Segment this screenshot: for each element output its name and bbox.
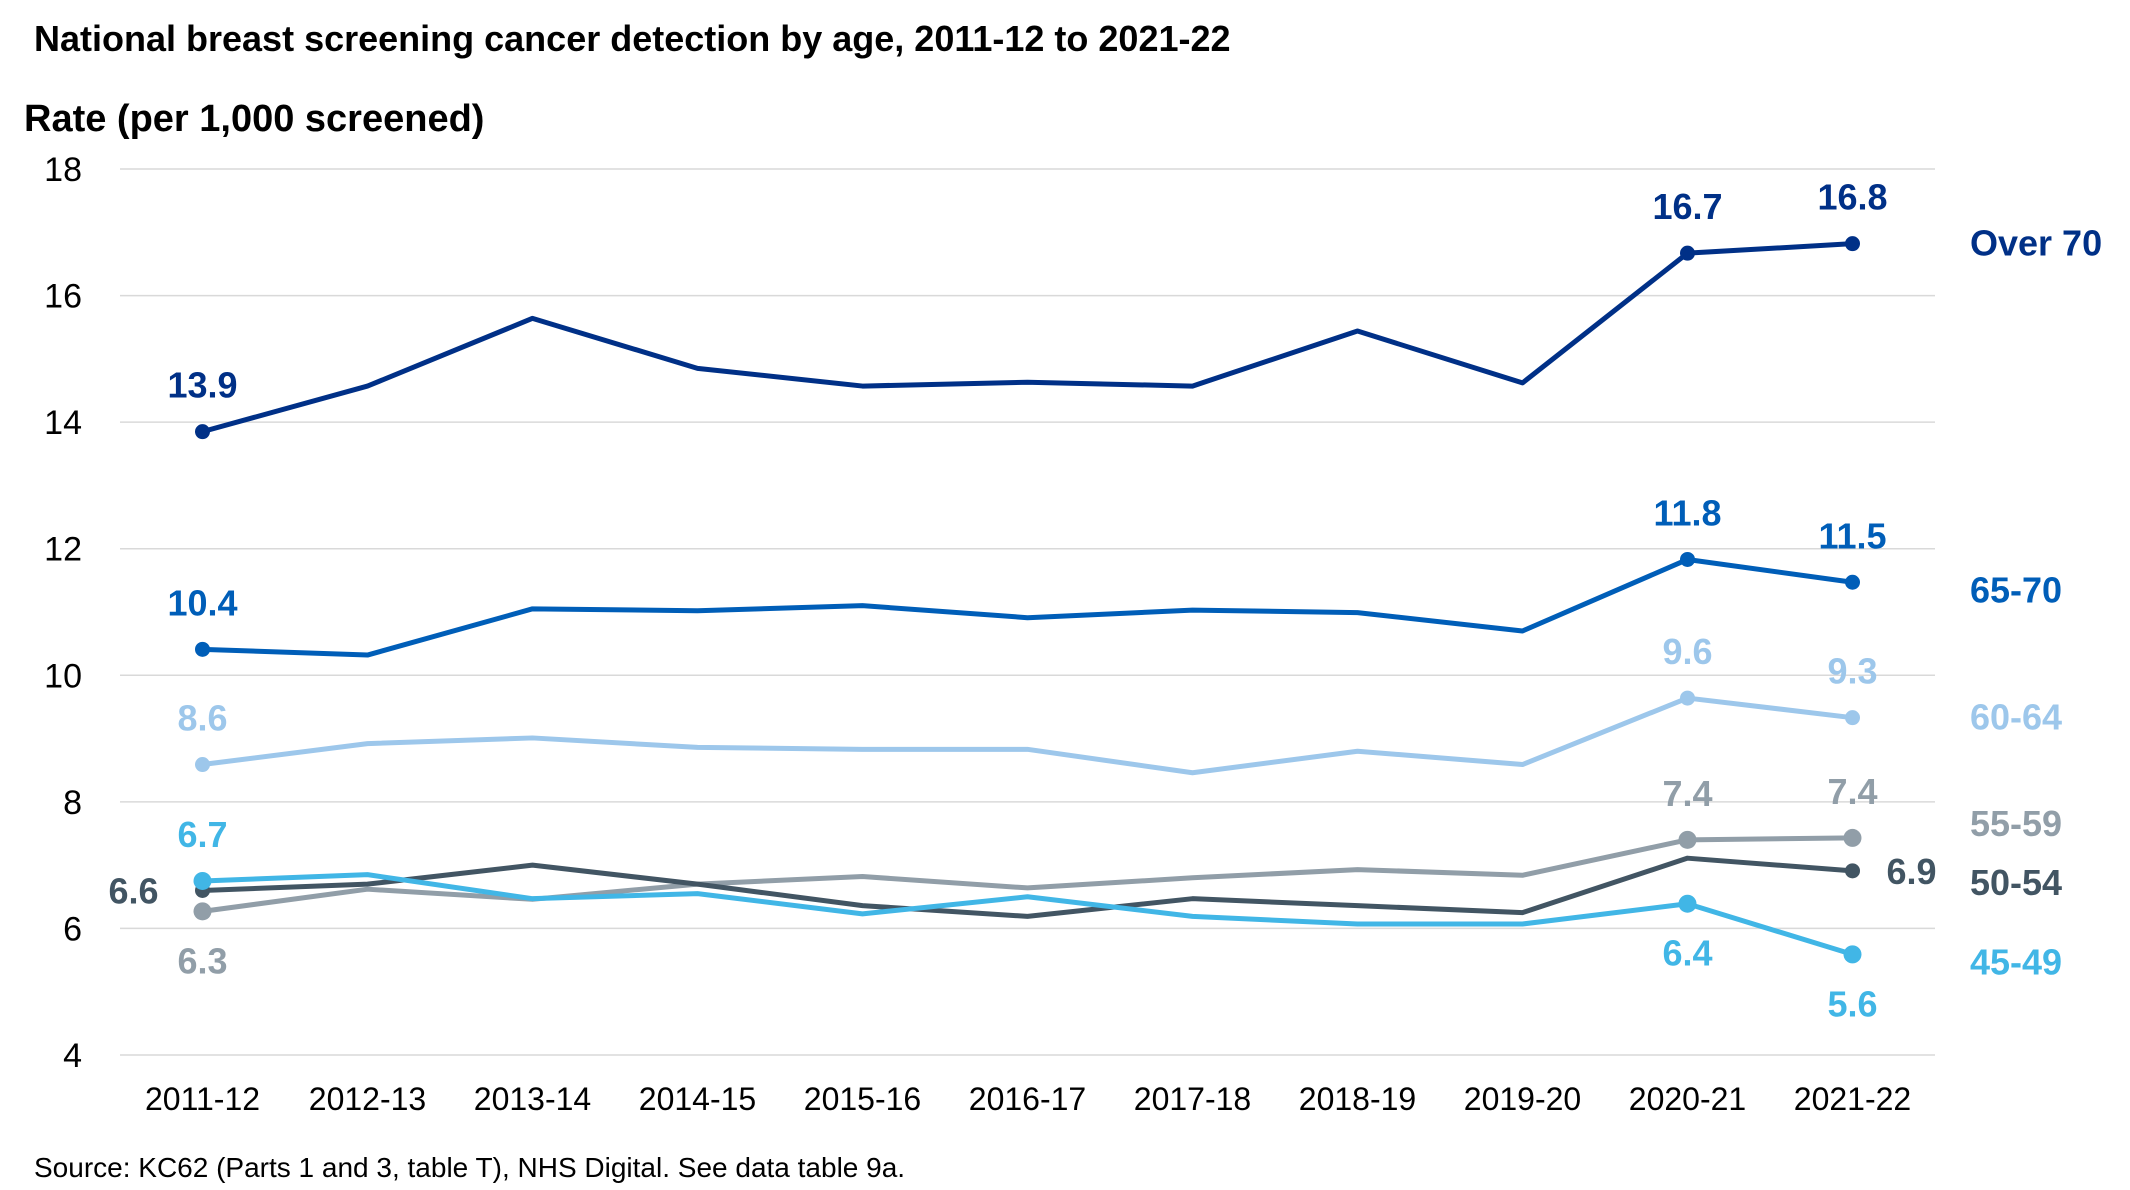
series-lines (193, 236, 1862, 964)
data-point-60-64 (1845, 710, 1860, 726)
data-label: 16.7 (1652, 186, 1722, 227)
series-45-49 (193, 871, 1862, 964)
x-tick-label: 2018-19 (1299, 1081, 1416, 1117)
data-label: 10.4 (167, 582, 237, 623)
data-point-65-70 (1680, 551, 1695, 567)
y-tick-label: 14 (44, 404, 82, 442)
x-tick-label: 2017-18 (1134, 1081, 1251, 1117)
chart-title: National breast screening cancer detecti… (34, 18, 1231, 59)
x-tick-label: 2020-21 (1629, 1081, 1746, 1117)
series-65-70 (195, 551, 1860, 658)
x-tick-label: 2012-13 (309, 1081, 426, 1117)
series-line-55-59 (200, 835, 1855, 914)
data-label: 9.3 (1827, 651, 1877, 692)
y-tick-label: 4 (63, 1037, 82, 1075)
x-tick-label: 2013-14 (474, 1081, 591, 1117)
y-tick-label: 12 (44, 531, 82, 569)
data-label: 9.6 (1662, 631, 1712, 672)
data-point-45-49 (1678, 894, 1697, 913)
series-line-over-70 (200, 241, 1855, 435)
data-point-65-70 (195, 641, 210, 657)
data-point-55-59 (193, 902, 212, 921)
series-line-60-64 (200, 695, 1855, 776)
data-point-65-70 (1845, 574, 1860, 590)
data-label: 16.8 (1817, 177, 1887, 218)
series-line-65-70 (200, 556, 1855, 658)
x-tick-label: 2011-12 (145, 1081, 260, 1117)
data-labels: 13.9 16.7 16.8 10.4 11.8 11.5 8.6 9.6 9.3 6.3 7.4 7… (108, 177, 1936, 1025)
series-label-55-59: 55-59 (1970, 803, 2062, 844)
y-axis-label: Rate (per 1,000 screened) (24, 98, 485, 140)
data-point-55-59 (1843, 828, 1862, 847)
y-tick-label: 10 (44, 657, 82, 695)
series-label-60-64: 60-64 (1970, 697, 2062, 738)
y-tick-label: 18 (44, 151, 82, 189)
series-label-45-49: 45-49 (1970, 941, 2062, 982)
data-label: 13.9 (167, 365, 237, 406)
data-label: 11.8 (1653, 492, 1721, 533)
series-over-70 (195, 236, 1860, 440)
data-point-45-49 (193, 871, 212, 890)
line-chart: 4 6 8 10 12 14 16 18 2011-12 2012-13 2013-14 2014-… (44, 151, 2102, 1117)
data-point-over-70 (195, 424, 210, 440)
series-line-50-54 (200, 855, 1855, 919)
y-tick-label: 16 (44, 278, 82, 316)
series-line-45-49 (200, 872, 1855, 957)
series-name-labels: Over 70 65-70 60-64 55-59 50-54 45-49 (1970, 223, 2102, 983)
series-label-65-70: 65-70 (1970, 569, 2062, 610)
data-label: 7.4 (1662, 773, 1712, 814)
data-point-60-64 (195, 757, 210, 773)
data-label: 6.3 (177, 940, 227, 981)
series-55-59 (193, 828, 1862, 921)
x-tick-label: 2014-15 (639, 1081, 756, 1117)
x-axis-ticks: 2011-12 2012-13 2013-14 2014-15 2015-16 2016-… (145, 1081, 1911, 1117)
data-label: 8.6 (177, 698, 227, 739)
data-label: 6.4 (1662, 933, 1712, 974)
x-tick-label: 2021-22 (1794, 1081, 1911, 1117)
y-tick-label: 6 (63, 910, 82, 948)
data-label: 5.6 (1827, 983, 1877, 1024)
x-tick-label: 2015-16 (804, 1081, 921, 1117)
series-60-64 (195, 690, 1860, 776)
data-point-45-49 (1843, 945, 1862, 964)
data-label: 7.4 (1827, 771, 1877, 812)
data-label: 6.7 (177, 814, 227, 855)
data-point-55-59 (1678, 830, 1697, 849)
data-point-50-54 (1845, 863, 1860, 879)
data-label: 11.5 (1818, 515, 1886, 556)
gridlines (120, 168, 1935, 1056)
data-label: 6.9 (1887, 851, 1937, 892)
x-tick-label: 2019-20 (1464, 1081, 1581, 1117)
x-tick-label: 2016-17 (969, 1081, 1086, 1117)
data-point-over-70 (1680, 245, 1695, 261)
series-label-over-70: Over 70 (1970, 223, 2102, 264)
y-axis-ticks: 4 6 8 10 12 14 16 18 (44, 151, 82, 1075)
y-tick-label: 8 (63, 784, 82, 822)
data-label: 6.6 (108, 870, 158, 911)
series-label-50-54: 50-54 (1970, 862, 2062, 903)
data-point-60-64 (1680, 690, 1695, 706)
data-point-over-70 (1845, 236, 1860, 252)
source-note: Source: KC62 (Parts 1 and 3, table T), N… (34, 1152, 906, 1183)
